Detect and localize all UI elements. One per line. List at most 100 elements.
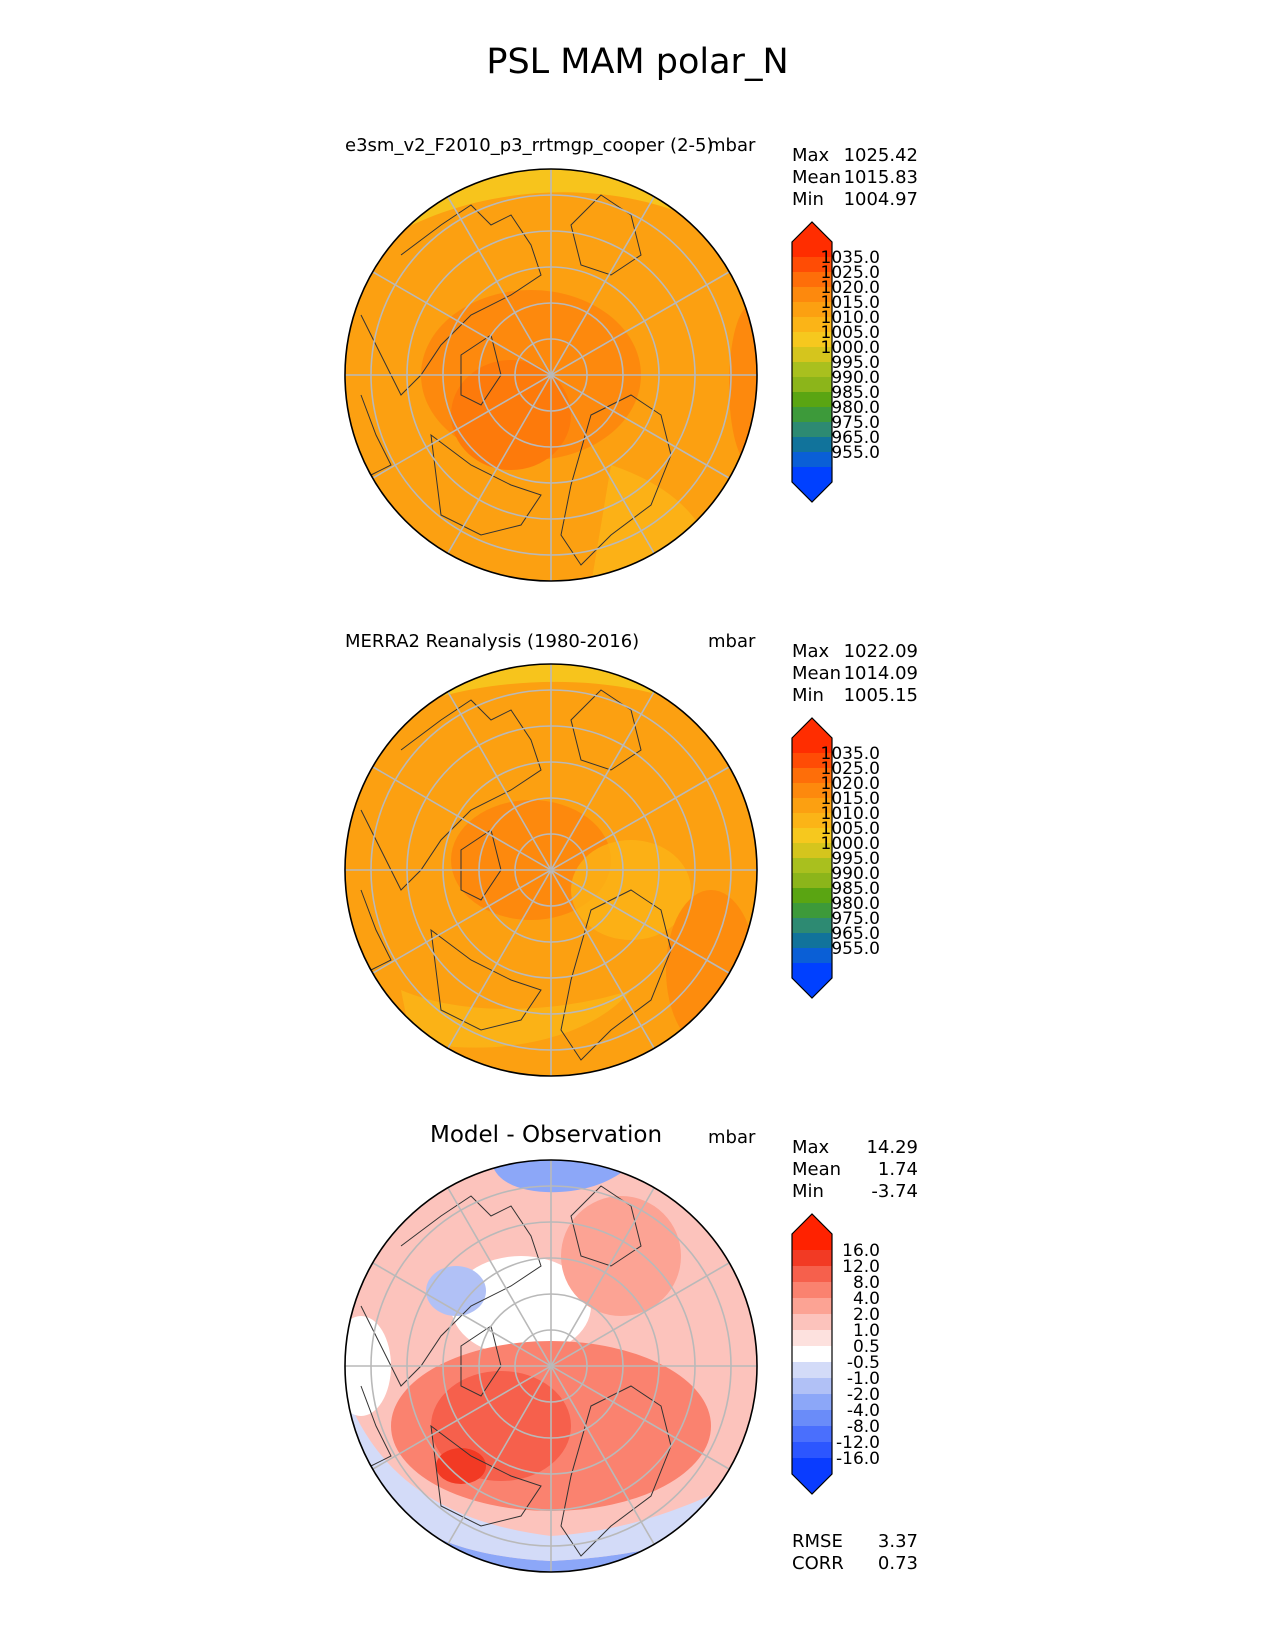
colorbar-tick-label: -0.5 — [847, 1353, 880, 1373]
coastlines-model — [360, 194, 672, 566]
colorbar-tick-label: 1005.0 — [821, 819, 880, 839]
field-region-south-low — [401, 990, 631, 1048]
colorbar-segment — [792, 377, 832, 393]
stat-value-max-model: 1025.42 — [843, 145, 918, 166]
colorbar-segment — [792, 332, 832, 348]
colorbar-segment — [792, 1250, 832, 1267]
stat-value-min-diff: -3.74 — [871, 1181, 918, 1202]
colorbar-segment — [792, 1330, 832, 1347]
units-label-obs: mbar — [708, 631, 756, 652]
panel-title-obs: MERRA2 Reanalysis (1980-2016) — [345, 631, 640, 652]
colorbar-tick-label: -2.0 — [847, 1385, 880, 1405]
colorbar-tick-label: 995.0 — [831, 849, 880, 869]
colorbar-extend-max — [792, 1214, 832, 1234]
field-region-center-high — [451, 360, 571, 470]
colorbar-tick-label: 980.0 — [831, 398, 880, 418]
stat-value-max-diff: 14.29 — [866, 1137, 918, 1158]
colorbar-segment — [792, 918, 832, 934]
colorbar-tick-label: 985.0 — [831, 383, 880, 403]
coastlines-diff — [360, 1185, 672, 1557]
colorbar-segment — [792, 1378, 832, 1395]
colorbar-tick-label: 1020.0 — [821, 774, 880, 794]
colorbar-obs: 1035.01025.01020.01015.01010.01005.01000… — [791, 717, 880, 999]
colorbar-segment — [792, 407, 832, 423]
colorbar-segment — [792, 948, 832, 964]
colorbar-tick-label: 1010.0 — [821, 804, 880, 824]
diff-region-south-light — [345, 1406, 757, 1561]
colorbar-tick-label: 1035.0 — [821, 744, 880, 764]
colorbar-segment — [792, 287, 832, 303]
colorbar-segment — [792, 1282, 832, 1299]
stat-label-max-obs: Max — [792, 641, 830, 662]
colorbar-tick-label: -4.0 — [847, 1401, 880, 1421]
polar-map-diff — [344, 1159, 758, 1573]
colorbar-tick-label: 980.0 — [831, 894, 880, 914]
field-region-pacific-high — [666, 890, 756, 1050]
colorbar-tick-label: 965.0 — [831, 924, 880, 944]
stat-label-min-diff: Min — [792, 1181, 824, 1202]
colorbar-segment — [792, 888, 832, 904]
stat-label-min-obs: Min — [792, 685, 824, 706]
units-label-diff: mbar — [708, 1127, 756, 1148]
colorbar-segment — [792, 768, 832, 784]
colorbar-tick-label: 955.0 — [831, 443, 880, 463]
figure-title: PSL MAM polar_N — [486, 42, 789, 82]
stat-value-mean-diff: 1.74 — [877, 1159, 918, 1180]
colorbar-outline — [791, 1213, 833, 1495]
colorbar-tick-label: 955.0 — [831, 939, 880, 959]
polar-map-model — [344, 168, 758, 582]
colorbar-tick-label: 1035.0 — [821, 248, 880, 268]
colorbar-segment — [792, 1298, 832, 1315]
colorbar-segment — [792, 1266, 832, 1283]
colorbar-tick-label: 1025.0 — [821, 759, 880, 779]
colorbar-segment — [792, 783, 832, 799]
colorbar-tick-label: 965.0 — [831, 428, 880, 448]
colorbar-tick-label: -12.0 — [836, 1433, 880, 1453]
colorbar-tick-label: -1.0 — [847, 1369, 880, 1389]
colorbar-segment — [792, 422, 832, 438]
colorbar-segment — [792, 467, 832, 483]
colorbar-tick-label: 1010.0 — [821, 308, 880, 328]
colorbar-tick-label: 975.0 — [831, 909, 880, 929]
colorbar-segment — [792, 242, 832, 258]
colorbar-segment — [792, 362, 832, 378]
colorbar-segment — [792, 1458, 832, 1475]
colorbar-tick-label: 990.0 — [831, 864, 880, 884]
diff-region-blue-west — [426, 1266, 486, 1316]
map-boundary — [344, 663, 758, 1077]
colorbar-tick-label: 1025.0 — [821, 263, 880, 283]
colorbar-segment — [792, 798, 832, 814]
colorbar-tick-label: -16.0 — [836, 1449, 880, 1469]
colorbar-segment — [792, 933, 832, 949]
colorbar-tick-label: 1000.0 — [821, 338, 880, 358]
stat-label-max-diff: Max — [792, 1137, 830, 1158]
colorbar-tick-label: 985.0 — [831, 879, 880, 899]
stat-value-max-obs: 1022.09 — [843, 641, 918, 662]
stat-label-mean-obs: Mean — [792, 663, 842, 684]
colorbar-tick-label: 975.0 — [831, 413, 880, 433]
polar-map-obs — [344, 663, 758, 1077]
colorbar-tick-label: 1020.0 — [821, 278, 880, 298]
colorbar-segment — [792, 858, 832, 874]
metric-label-rmse: RMSE — [792, 1531, 843, 1552]
colorbar-tick-label: 1005.0 — [821, 323, 880, 343]
metric-label-corr: CORR — [792, 1553, 844, 1574]
colorbar-tick-label: 12.0 — [842, 1257, 880, 1277]
stat-value-mean-obs: 1014.09 — [843, 663, 918, 684]
colorbar-segment — [792, 1394, 832, 1411]
panel-title-diff: Model - Observation — [430, 1122, 663, 1148]
colorbar-extend-max — [792, 222, 832, 242]
colorbar-segment — [792, 903, 832, 919]
colorbar-segment — [792, 347, 832, 363]
graticule-diff — [345, 1160, 757, 1572]
stat-value-min-model: 1004.97 — [843, 189, 918, 210]
colorbar-tick-label: 8.0 — [853, 1273, 880, 1293]
colorbar-segment — [792, 1234, 832, 1251]
colorbar-outline — [791, 717, 833, 999]
graticule-model — [345, 169, 757, 581]
colorbar-tick-label: -8.0 — [847, 1417, 880, 1437]
colorbar-segment — [792, 302, 832, 318]
colorbar-diff: 16.012.08.04.02.01.00.5-0.5-1.0-2.0-4.0-… — [791, 1213, 880, 1495]
stat-label-mean-diff: Mean — [792, 1159, 842, 1180]
colorbar-tick-label: 1015.0 — [821, 293, 880, 313]
